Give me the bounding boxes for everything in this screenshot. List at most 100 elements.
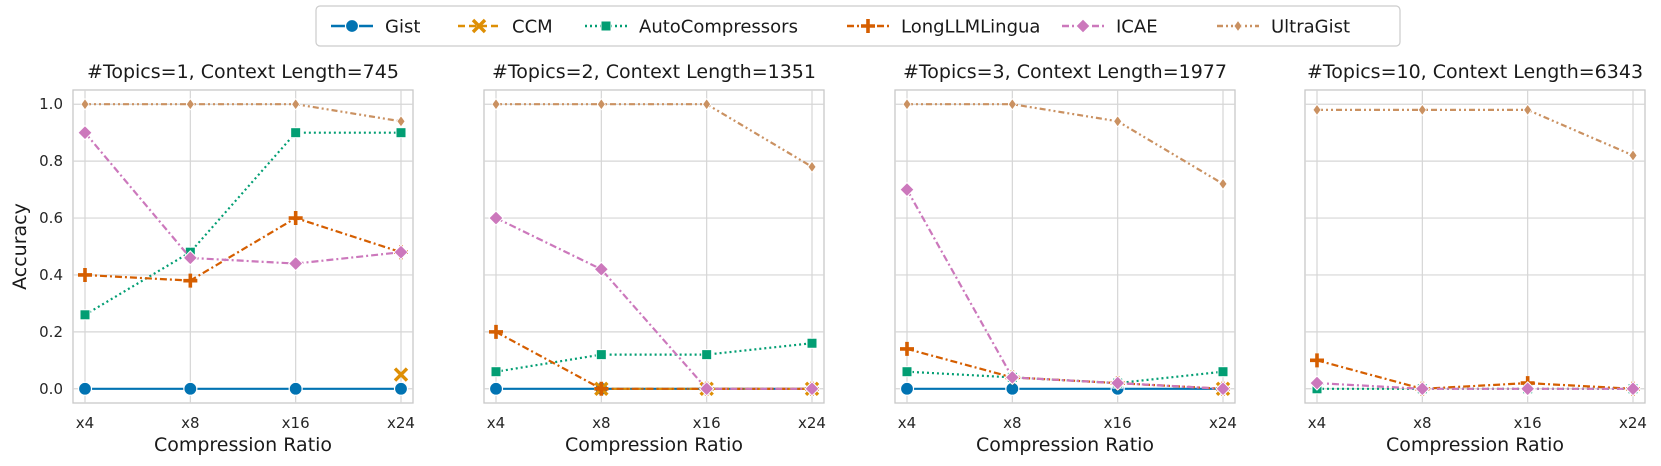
x-tick-label: x4 [898, 414, 916, 432]
series-ultragist [902, 98, 1228, 191]
data-point-longllmlingua [900, 341, 914, 356]
y-tick-label: 1.0 [39, 95, 63, 113]
data-point-icae [593, 261, 610, 277]
data-point-autocompressors [1217, 366, 1229, 378]
data-point-icae [393, 244, 409, 260]
legend-label: AutoCompressors [639, 17, 798, 38]
series-line-ultragist [496, 103, 813, 168]
series-icae [1309, 375, 1641, 397]
x-tick-label: x16 [1514, 414, 1542, 432]
data-point-ultragist [396, 115, 406, 128]
data-point-ultragist [80, 98, 90, 111]
plot-area [1304, 89, 1646, 404]
legend: Gist CCM AutoCompressors LongLLMLingua ICAE U… [315, 5, 1401, 47]
series-line-longllmlingua [1316, 359, 1634, 390]
series-line-autocompressors [495, 342, 813, 373]
data-point-autocompressors [595, 349, 607, 361]
y-tick-label: 0.6 [39, 209, 63, 227]
y-tick-label: 0.8 [39, 152, 63, 170]
legend-item-icae: ICAE [1062, 17, 1158, 38]
data-point-longllmlingua [183, 273, 198, 288]
x-tick-label: x4 [1308, 414, 1326, 432]
y-tick-label: 0.0 [39, 380, 63, 398]
series-line-icae [495, 217, 812, 390]
x-tick-label: x16 [1104, 414, 1132, 432]
legend-label: CCM [512, 17, 553, 38]
y-axis-label: Accuracy [9, 203, 31, 290]
data-point-icae [488, 210, 504, 226]
y-tick-label: 0.2 [39, 323, 63, 341]
data-point-icae [1625, 381, 1641, 397]
legend-marker-icae [1075, 18, 1091, 34]
data-point-autocompressors [701, 349, 713, 361]
data-point-icae [1414, 381, 1431, 397]
series-line-autocompressors [84, 131, 401, 316]
series-ultragist [491, 98, 817, 174]
data-point-icae [1109, 375, 1126, 391]
data-point-gist [77, 381, 93, 396]
data-point-ultragist [1312, 103, 1322, 117]
data-point-longllmlingua [1310, 353, 1324, 368]
data-point-autocompressors [79, 309, 91, 321]
data-point-longllmlingua [78, 267, 92, 282]
data-point-icae [1309, 375, 1325, 391]
data-point-icae [1519, 381, 1536, 397]
x-tick-label: x16 [693, 414, 721, 432]
legend-item-autocompressors: AutoCompressors [585, 17, 798, 38]
x-tick-label: x4 [76, 414, 94, 432]
data-point-icae [287, 255, 304, 272]
series-gist [77, 381, 409, 396]
x-axis-label: Compression Ratio [154, 434, 332, 456]
data-point-autocompressors [290, 127, 302, 139]
x-tick-label: x8 [1003, 414, 1021, 432]
data-point-ccm [393, 367, 409, 382]
series-line-icae [84, 131, 402, 265]
series-line-icae [906, 189, 1224, 390]
x-tick-label: x8 [181, 414, 199, 432]
series-line-ultragist [1317, 108, 1634, 157]
x-axis-label: Compression Ratio [1386, 434, 1564, 456]
legend-item-ultragist: UltraGist [1217, 17, 1350, 38]
data-point-longllmlingua [288, 211, 303, 226]
series-icae [899, 181, 1231, 397]
data-point-icae [804, 381, 820, 397]
legend-marker-ultragist [1233, 19, 1243, 33]
data-point-icae [182, 250, 199, 266]
legend-marker-longllmlingua [861, 19, 875, 33]
data-point-ultragist [491, 98, 501, 111]
x-tick-label: x24 [1619, 414, 1647, 432]
legend-label: LongLLMLingua [901, 17, 1040, 38]
data-point-autocompressors [806, 337, 818, 349]
data-point-ultragist [596, 98, 606, 111]
series-ultragist [80, 98, 406, 128]
data-point-ultragist [185, 98, 195, 111]
panel-title: #Topics=3, Context Length=1977 [903, 61, 1227, 83]
data-point-ultragist [1628, 149, 1638, 162]
y-tick-label: 0.4 [39, 266, 63, 284]
x-tick-label: x8 [592, 414, 610, 432]
data-point-ultragist [702, 98, 712, 111]
legend-label: Gist [385, 17, 420, 38]
plot-area [483, 89, 825, 404]
panel-title: #Topics=1, Context Length=745 [87, 61, 399, 83]
legend-item-gist: Gist [331, 17, 420, 38]
x-axis-label: Compression Ratio [976, 434, 1154, 456]
data-point-gist [288, 381, 303, 396]
legend-item-longllmlingua: LongLLMLingua [847, 17, 1040, 38]
data-point-ultragist [1417, 103, 1427, 117]
legend-marker-autocompressors [600, 20, 612, 32]
data-point-ultragist [902, 98, 912, 111]
data-point-autocompressors [490, 366, 502, 378]
data-point-ultragist [1007, 98, 1017, 111]
series-ultragist [1312, 103, 1638, 162]
legend-item-ccm: CCM [458, 17, 553, 38]
data-point-icae [1004, 369, 1021, 386]
data-point-ultragist [1218, 177, 1228, 191]
legend-marker-ccm [471, 18, 487, 34]
data-point-autocompressors [901, 366, 913, 378]
x-tick-label: x24 [798, 414, 826, 432]
panel-title: #Topics=2, Context Length=1351 [492, 61, 816, 83]
x-tick-label: x16 [282, 414, 310, 432]
x-tick-label: x8 [1413, 414, 1431, 432]
